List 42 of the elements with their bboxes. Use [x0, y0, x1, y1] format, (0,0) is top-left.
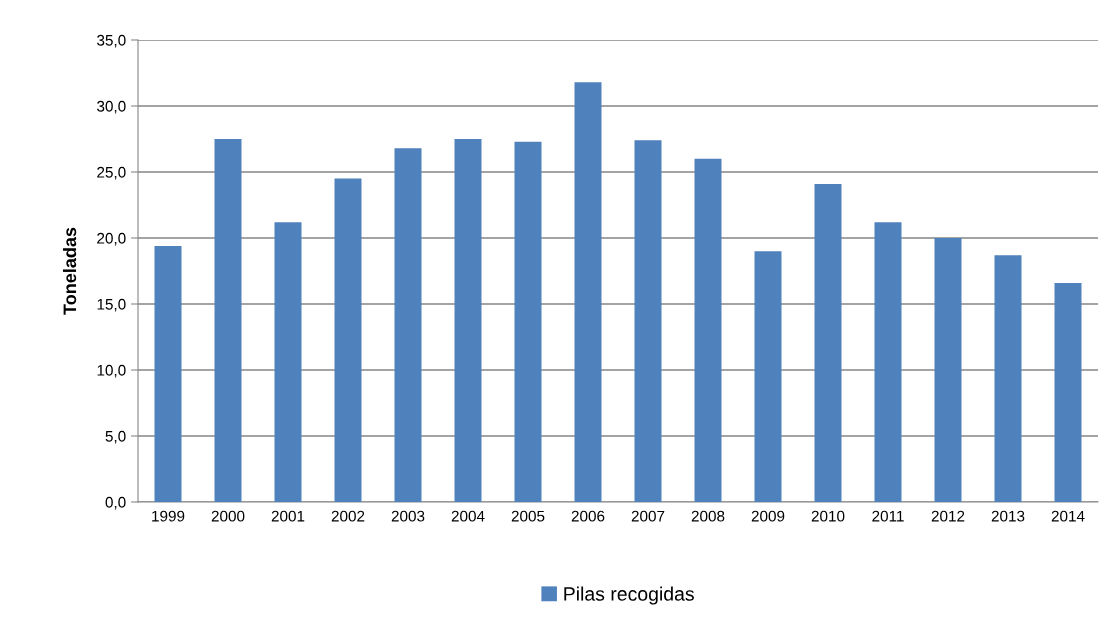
x-tick-label: 1999: [152, 510, 185, 522]
x-tick-label: 2006: [571, 510, 605, 522]
x-tick-label: 2007: [631, 510, 665, 522]
legend-label: Pilas recogidas: [564, 586, 694, 605]
x-tick-label: 2010: [811, 510, 845, 522]
bar: [1054, 282, 1082, 502]
bar: [154, 245, 182, 502]
y-tick-label: 20,0: [97, 232, 126, 246]
x-tick-label: 2012: [931, 510, 965, 522]
y-tick-label: 25,0: [97, 166, 126, 180]
bar: [754, 251, 782, 502]
bar: [934, 238, 962, 502]
y-tick-label: 35,0: [97, 34, 126, 48]
y-tick-label: 30,0: [97, 100, 126, 114]
bar: [214, 139, 242, 502]
x-tick-label: 2013: [991, 510, 1025, 522]
y-tick-label: 0,0: [105, 496, 126, 510]
x-tick-label: 2004: [451, 510, 485, 522]
bar: [514, 141, 542, 502]
bar: [814, 183, 842, 502]
x-tick-label: 2005: [511, 510, 545, 522]
x-tick-label: 2002: [331, 510, 365, 522]
y-tick-label: 15,0: [97, 298, 126, 312]
x-tick-label: 2003: [391, 510, 425, 522]
bar: [694, 158, 722, 502]
bar: [574, 82, 602, 502]
bar: [334, 178, 362, 502]
bar: [874, 222, 902, 502]
bar: [994, 255, 1022, 502]
x-tick-label: 2009: [751, 510, 785, 522]
y-tick-label: 10,0: [97, 364, 126, 378]
bar: [274, 222, 302, 502]
x-tick-label: 2011: [872, 510, 904, 522]
x-tick-label: 2001: [271, 510, 305, 522]
bar: [394, 148, 422, 502]
x-tick-label: 2008: [691, 510, 725, 522]
y-tick-label: 5,0: [105, 430, 126, 444]
bar: [454, 139, 482, 502]
y-axis-title: Toneladas: [62, 227, 77, 315]
x-tick-label: 2000: [211, 510, 245, 522]
x-tick-label: 2014: [1051, 510, 1085, 522]
bar: [634, 140, 662, 502]
